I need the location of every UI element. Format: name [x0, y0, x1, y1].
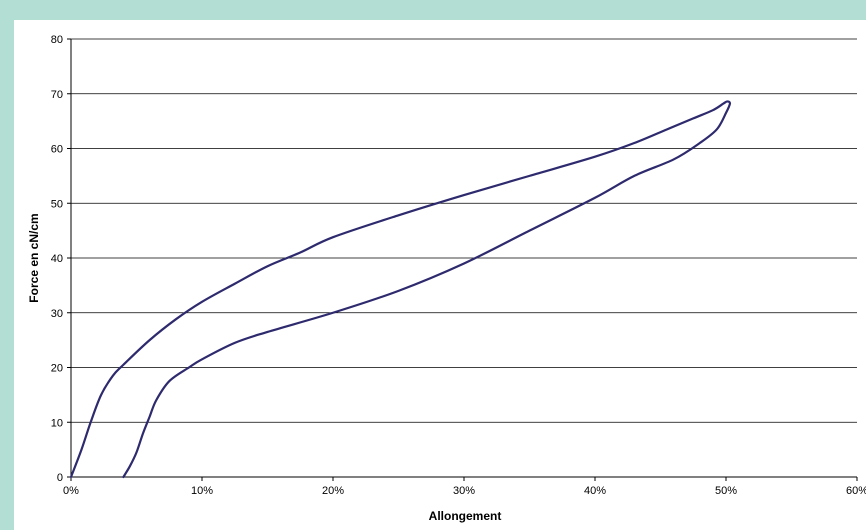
y-tick-label-40: 40: [51, 253, 63, 265]
y-tick-label-50: 50: [51, 198, 63, 210]
y-tick-label-70: 70: [51, 89, 63, 101]
x-tick-labels: 0% 10% 20% 30% 40% 50% 60%: [63, 485, 866, 497]
axes: [67, 38, 858, 481]
x-tick-label-30: 30%: [453, 485, 475, 497]
x-axis-title: Allongement: [429, 509, 502, 523]
x-tick-label-10: 10%: [191, 485, 213, 497]
y-tick-label-10: 10: [51, 417, 63, 429]
x-tick-label-60: 60%: [846, 485, 866, 497]
y-tick-label-20: 20: [51, 363, 63, 375]
x-tick-label-20: 20%: [322, 485, 344, 497]
x-tick-label-0: 0%: [63, 485, 79, 497]
series-layer: [69, 100, 732, 479]
y-tick-labels: 0 10 20 30 40 50 60 70 80: [51, 34, 63, 484]
series-line-0: [69, 100, 732, 479]
y-tick-label-80: 80: [51, 34, 63, 46]
x-tick-label-40: 40%: [584, 485, 606, 497]
y-tick-label-0: 0: [57, 472, 63, 484]
y-axis-title: Force en cN/cm: [27, 213, 41, 302]
y-tick-label-30: 30: [51, 308, 63, 320]
grid-lines: [71, 38, 857, 423]
y-tick-label-60: 60: [51, 144, 63, 156]
x-tick-label-50: 50%: [715, 485, 737, 497]
